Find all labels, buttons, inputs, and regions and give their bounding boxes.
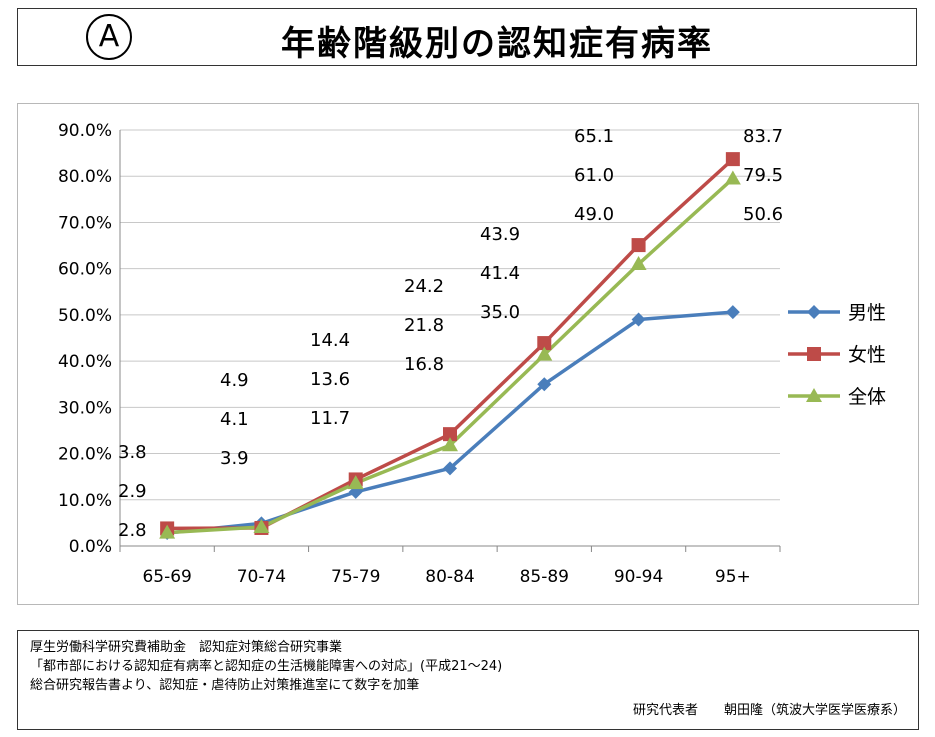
data-point-square — [537, 336, 552, 351]
section-badge: A — [86, 14, 132, 60]
data-point-square — [631, 238, 646, 253]
data-label: 43.9 — [480, 224, 520, 245]
data-label: 41.4 — [480, 263, 520, 284]
y-tick-label: 0.0% — [69, 537, 112, 557]
legend-label: 全体 — [848, 386, 886, 408]
source-line-1: 厚生労働科学研究費補助金 認知症対策総合研究事業 — [30, 640, 343, 655]
data-label: 83.7 — [743, 126, 783, 147]
data-label: 49.0 — [574, 204, 614, 225]
data-label: 65.1 — [574, 126, 614, 147]
source-note: 厚生労働科学研究費補助金 認知症対策総合研究事業 「都市部における認知症有病率と… — [17, 630, 919, 730]
x-tick-label: 75-79 — [331, 567, 380, 587]
data-label: 2.8 — [118, 520, 147, 541]
data-point-triangle — [630, 256, 647, 271]
line-chart: 0.0% 10.0% 20.0% 30.0% 40.0% 50.0% 60.0% 70.0% 8… — [58, 121, 886, 587]
data-label: 35.0 — [480, 302, 520, 323]
y-tick-label: 40.0% — [58, 352, 112, 372]
y-tick-label: 60.0% — [58, 260, 112, 280]
legend-label: 男性 — [848, 302, 886, 324]
data-label: 13.6 — [310, 369, 350, 390]
series-line — [167, 177, 735, 535]
data-label: 79.5 — [743, 165, 783, 186]
data-point-square — [443, 427, 457, 442]
y-tick-label: 80.0% — [58, 167, 112, 187]
data-point-triangle — [724, 170, 741, 185]
x-tick-label: 80-84 — [425, 567, 474, 587]
y-tick-label: 20.0% — [58, 445, 112, 465]
y-tick-label: 30.0% — [58, 398, 112, 418]
source-author: 研究代表者 朝田隆（筑波大学医学医療系） — [632, 703, 906, 718]
y-tick-label: 10.0% — [58, 491, 112, 511]
data-point-diamond — [537, 377, 552, 392]
data-label: 2.9 — [118, 481, 147, 502]
title-box: A 年齢階級別の認知症有病率 — [17, 8, 917, 66]
data-point-square — [807, 347, 821, 361]
data-label: 24.2 — [404, 276, 444, 297]
data-point-square — [725, 152, 740, 167]
x-tick-label: 70-74 — [237, 567, 286, 587]
data-point-diamond — [725, 305, 740, 320]
data-label: 4.1 — [220, 409, 249, 430]
data-label: 14.4 — [310, 330, 350, 351]
data-label: 11.7 — [310, 408, 350, 429]
data-point-triangle — [442, 437, 458, 452]
data-label: 3.9 — [220, 448, 249, 469]
y-tick-label: 50.0% — [58, 306, 112, 326]
data-point-triangle — [159, 524, 176, 539]
data-point-triangle — [347, 475, 364, 490]
data-point-triangle — [253, 519, 270, 534]
data-label: 4.9 — [220, 370, 249, 391]
data-label: 21.8 — [404, 315, 444, 336]
x-tick-label: 85-89 — [520, 567, 569, 587]
x-tick-label: 95+ — [715, 567, 751, 587]
chart-title: 年齢階級別の認知症有病率 — [281, 24, 713, 64]
source-line-3: 総合研究報告書より、認知症・虐待防止対策推進室にて数字を加筆 — [30, 678, 420, 693]
source-line-2: 「都市部における認知症有病率と認知症の生活機能障害への対応」(平成21～24) — [30, 659, 503, 674]
chart-area: 0.0% 10.0% 20.0% 30.0% 40.0% 50.0% 60.0% 70.0% 8… — [17, 103, 919, 605]
x-tick-label: 65-69 — [142, 567, 191, 587]
data-label: 61.0 — [574, 165, 614, 186]
data-point-triangle — [536, 346, 553, 361]
data-point-triangle — [806, 388, 822, 402]
x-tick-label: 90-94 — [614, 567, 663, 587]
y-tick-label: 90.0% — [58, 121, 112, 141]
data-point-diamond — [443, 461, 457, 476]
data-label: 16.8 — [404, 354, 444, 375]
legend-label: 女性 — [848, 344, 886, 366]
data-point-diamond — [631, 312, 646, 327]
data-label: 3.8 — [118, 442, 147, 463]
data-point-diamond — [807, 305, 821, 319]
y-tick-label: 70.0% — [58, 213, 112, 233]
data-label: 50.6 — [743, 204, 783, 225]
